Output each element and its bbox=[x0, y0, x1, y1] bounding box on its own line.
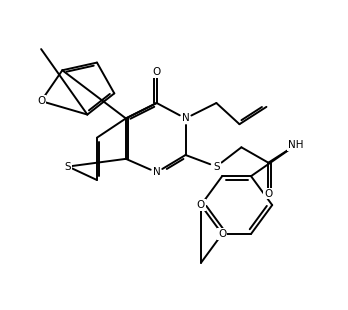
Text: O: O bbox=[218, 229, 226, 239]
Text: NH: NH bbox=[287, 140, 303, 150]
Text: O: O bbox=[37, 96, 45, 106]
Text: S: S bbox=[213, 162, 220, 171]
Text: O: O bbox=[197, 200, 205, 210]
Text: O: O bbox=[264, 188, 272, 198]
Text: S: S bbox=[65, 162, 71, 171]
Text: N: N bbox=[182, 113, 189, 123]
Text: O: O bbox=[152, 67, 161, 77]
Text: N: N bbox=[153, 167, 160, 177]
